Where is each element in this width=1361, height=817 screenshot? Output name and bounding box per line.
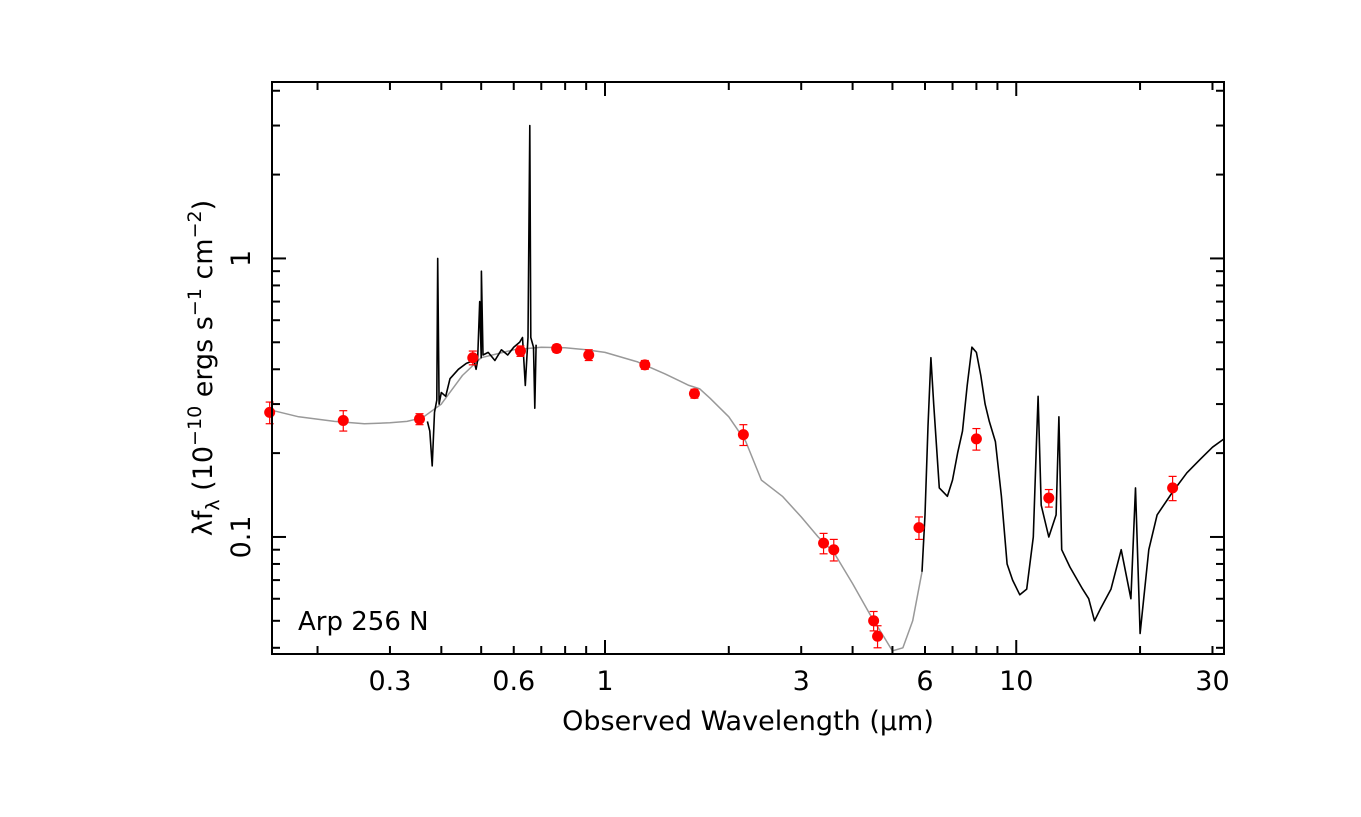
y-axis-title-exp1: −10 bbox=[184, 406, 206, 446]
photometry-point bbox=[737, 429, 749, 441]
x-tick-label: 1 bbox=[596, 666, 613, 697]
photometry-point bbox=[828, 544, 840, 556]
photometry-point bbox=[818, 537, 830, 549]
photometry-point bbox=[970, 433, 982, 445]
photometry-point bbox=[1043, 492, 1055, 504]
y-tick-label: 0.1 bbox=[226, 515, 257, 558]
y-axis-title-exp3: −2 bbox=[184, 210, 206, 238]
y-axis-title-mid1: ergs s bbox=[188, 316, 219, 406]
observed-spectrum-layer bbox=[426, 124, 1225, 635]
axes-layer bbox=[271, 81, 1225, 655]
y-axis-title-post: ) bbox=[188, 200, 219, 211]
photometry-point bbox=[467, 352, 479, 364]
photometry-layer bbox=[264, 342, 1179, 649]
y-axis-title-mid2: cm bbox=[188, 238, 219, 288]
photometry-point bbox=[688, 388, 700, 400]
observed-spectrum-ir-line bbox=[921, 346, 1225, 635]
y-axis-title-exp2: −1 bbox=[184, 288, 206, 316]
photometry-point bbox=[514, 345, 526, 357]
photometry-point bbox=[264, 406, 276, 418]
x-tick-label: 3 bbox=[793, 666, 810, 697]
observed-spectrum-optical-line bbox=[426, 124, 537, 467]
photometry-point bbox=[1167, 482, 1179, 494]
photometry-point bbox=[913, 522, 925, 534]
y-tick-label: 1 bbox=[226, 250, 257, 267]
y-axis-title: λfλ (10−10 ergs s−1 cm−2) bbox=[184, 200, 224, 536]
x-tick-label: 0.3 bbox=[368, 666, 411, 697]
x-tick-labels: 0.3 0.6 1 3 6 10 30 bbox=[368, 666, 1229, 697]
photometry-point bbox=[551, 342, 563, 354]
y-axis-title-pre: (10 bbox=[188, 446, 219, 499]
photometry-point bbox=[583, 349, 595, 361]
object-annotation: Arp 256 N bbox=[298, 607, 429, 637]
x-tick-label: 6 bbox=[916, 666, 933, 697]
x-tick-label: 0.6 bbox=[492, 666, 535, 697]
y-axis-title-base: λf bbox=[188, 509, 219, 536]
x-axis-title: Observed Wavelength (μm) bbox=[562, 706, 934, 737]
photometry-point bbox=[337, 414, 349, 426]
y-tick-labels: 0.11 bbox=[226, 250, 257, 559]
y-axis-title-sub: λ bbox=[202, 499, 224, 510]
photometry-point bbox=[639, 359, 651, 371]
plot-frame bbox=[271, 81, 1225, 655]
photometry-point bbox=[414, 413, 426, 425]
photometry-point bbox=[868, 615, 880, 627]
x-tick-label: 10 bbox=[999, 666, 1033, 697]
photometry-point bbox=[872, 630, 884, 642]
x-tick-label: 30 bbox=[1195, 666, 1229, 697]
